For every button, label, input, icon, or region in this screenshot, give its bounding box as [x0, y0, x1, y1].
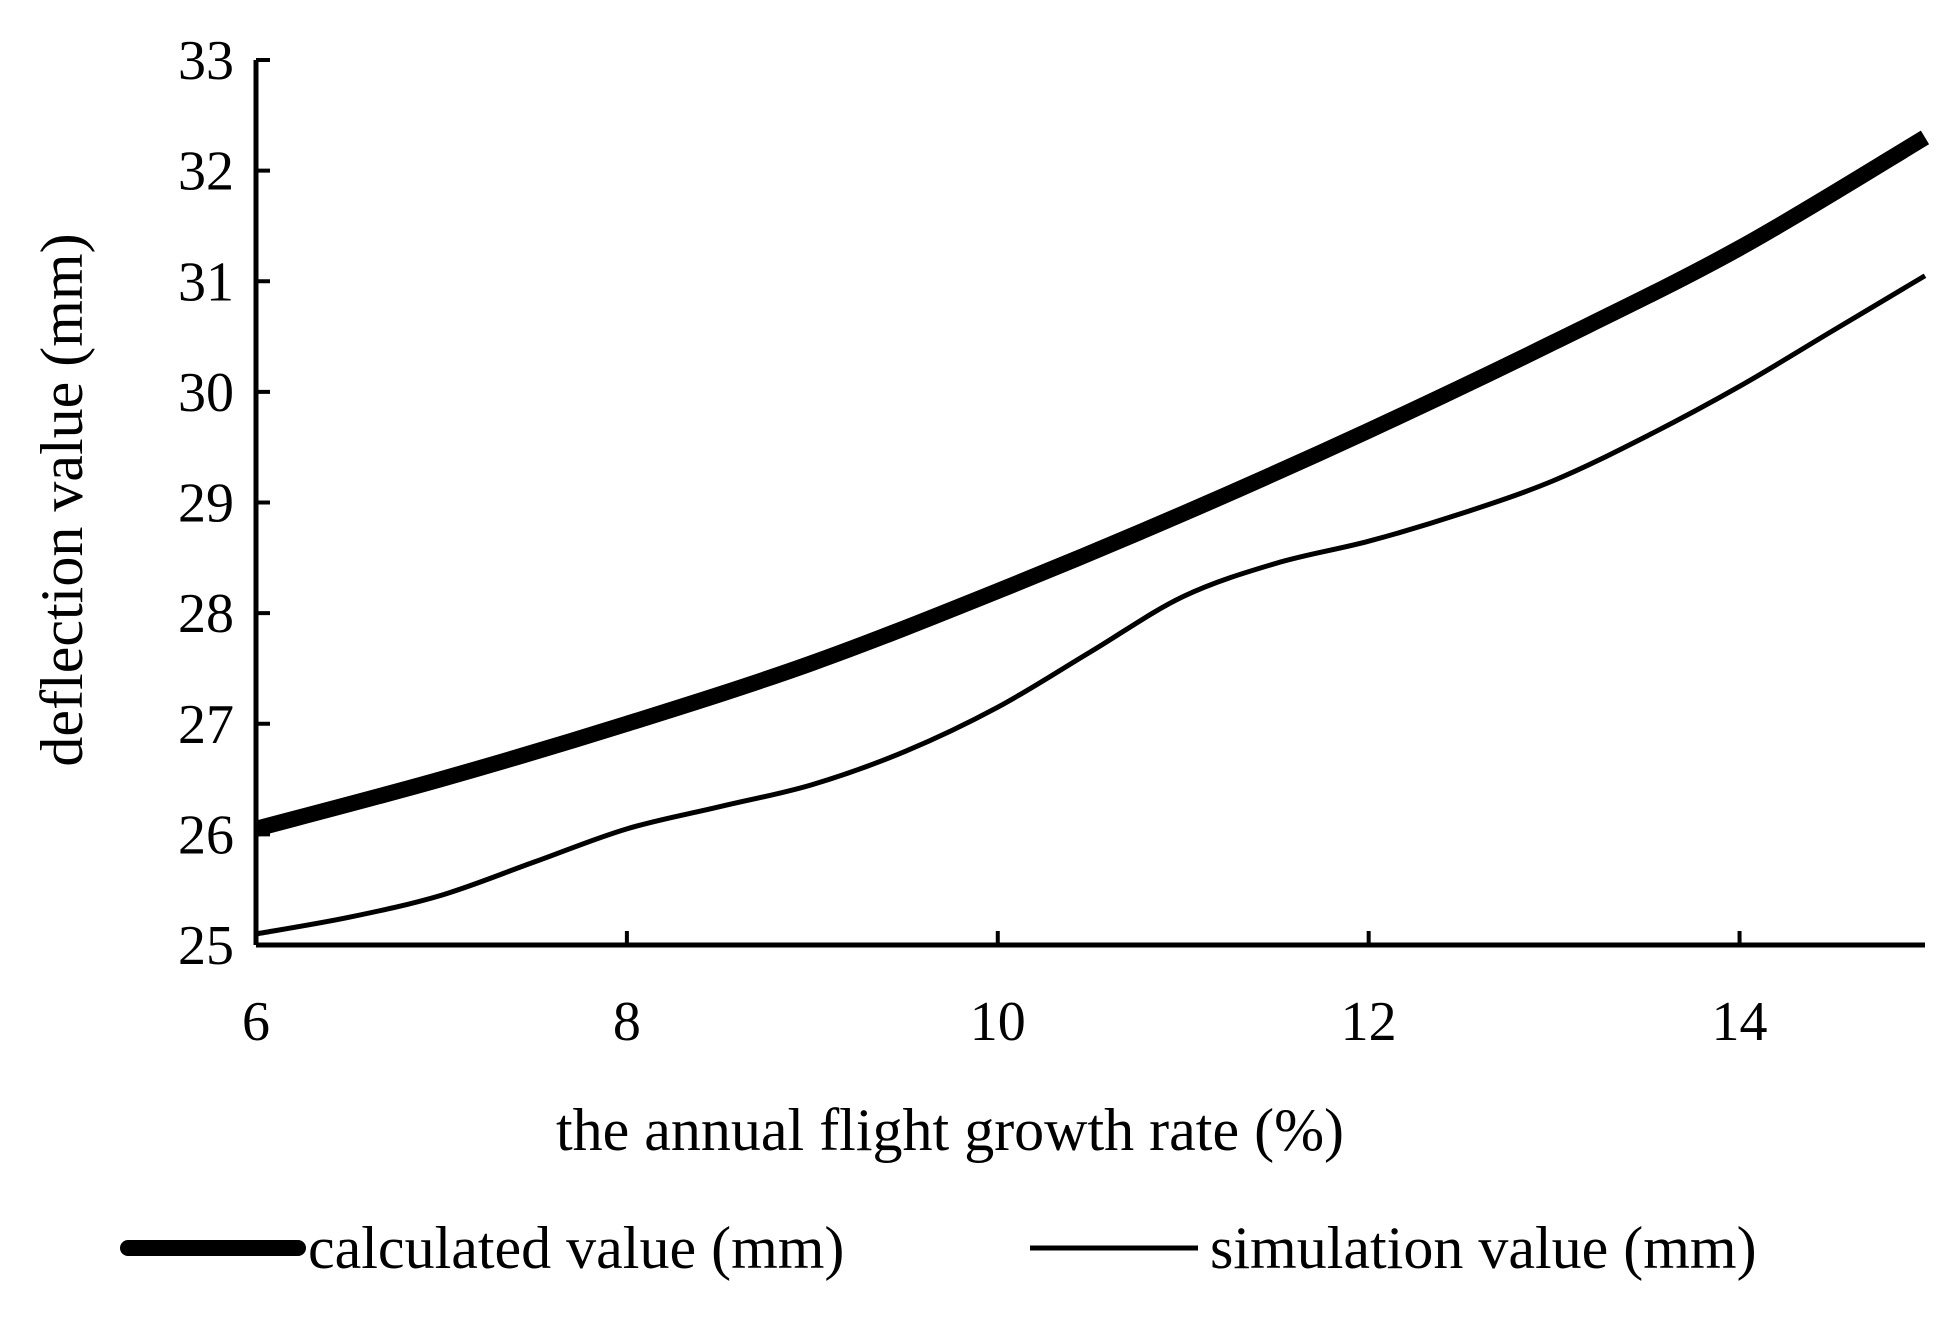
x-tick-label: 12 [1341, 991, 1397, 1053]
series-line-simulation [256, 276, 1925, 934]
y-tick-label: 26 [178, 804, 234, 866]
legend: calculated value (mm) simulation value (… [128, 1215, 1757, 1281]
y-tick-label: 28 [178, 583, 234, 645]
series-group [256, 137, 1925, 934]
chart: 25 26 27 28 29 30 31 32 33 6 8 10 12 14 the annual fl… [0, 0, 1960, 1320]
legend-label-simulation: simulation value (mm) [1210, 1215, 1757, 1281]
y-tick-label: 25 [178, 915, 234, 977]
series-line-calculated [256, 137, 1925, 828]
axes: 25 26 27 28 29 30 31 32 33 6 8 10 12 14 [178, 30, 1925, 1053]
x-axis-label: the annual flight growth rate (%) [556, 1097, 1344, 1163]
x-tick-label: 10 [970, 991, 1026, 1053]
x-tick-label: 6 [242, 991, 270, 1053]
y-axis-label: deflection value (mm) [29, 233, 95, 766]
y-tick-label: 32 [178, 141, 234, 203]
y-tick-label: 29 [178, 473, 234, 535]
legend-label-calculated: calculated value (mm) [308, 1215, 844, 1281]
x-tick-label: 14 [1712, 991, 1768, 1053]
y-tick-label: 27 [178, 694, 234, 756]
y-tick-label: 30 [178, 362, 234, 424]
y-tick-label: 33 [178, 30, 234, 92]
x-tick-label: 8 [613, 991, 641, 1053]
y-tick-label: 31 [178, 251, 234, 313]
